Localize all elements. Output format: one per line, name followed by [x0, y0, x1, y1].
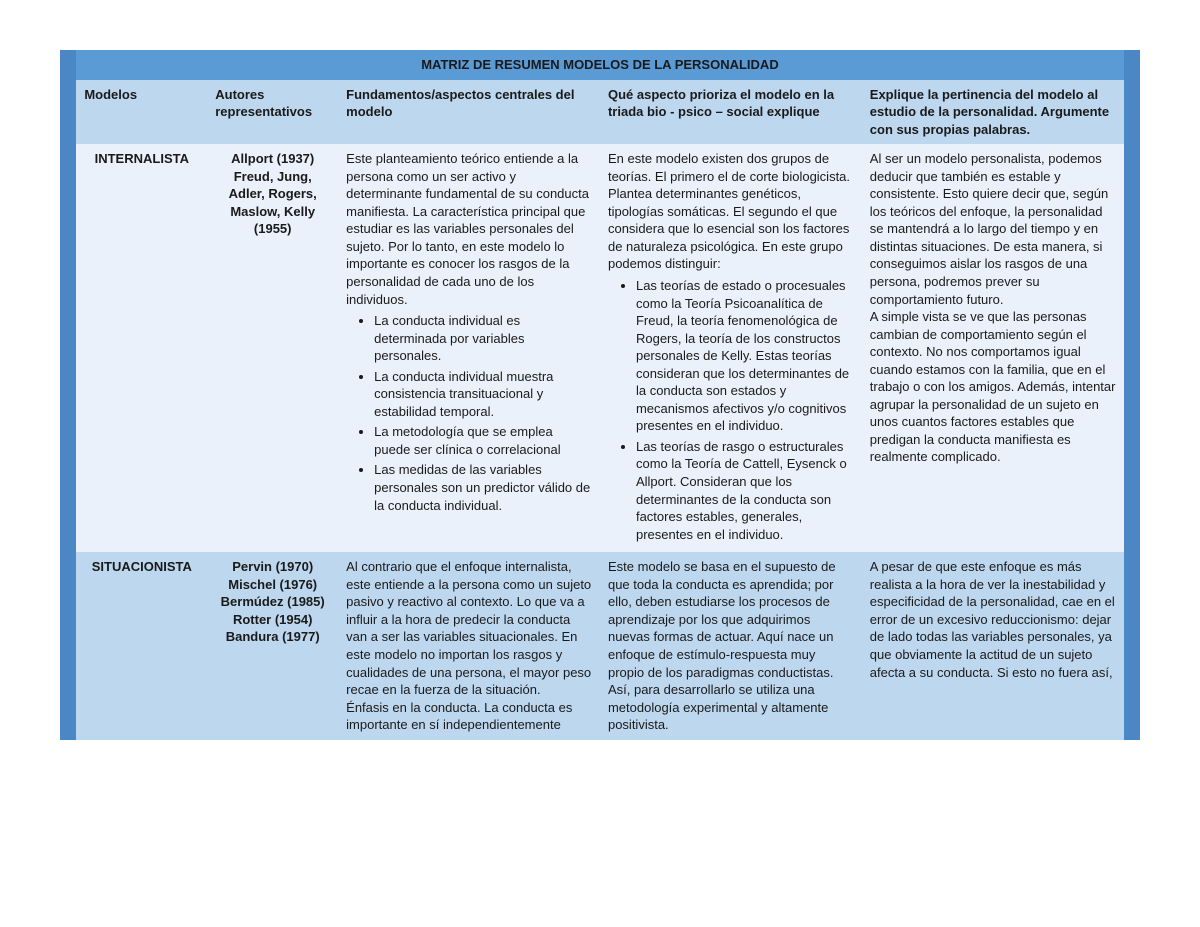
cell-authors: Pervin (1970) Mischel (1976) Bermúdez (1… — [207, 552, 338, 739]
triad-intro: Este modelo se basa en el supuesto de qu… — [608, 558, 854, 733]
cell-fundamentals: Este planteamiento teórico entiende a la… — [338, 144, 600, 552]
cell-model: SITUACIONISTA — [76, 552, 207, 739]
triad-bullets: Las teorías de estado o procesuales como… — [608, 277, 854, 543]
cell-pertinence: A pesar de que este enfoque es más reali… — [862, 552, 1124, 739]
list-item: Las teorías de estado o procesuales como… — [636, 277, 854, 435]
side-strip — [60, 552, 76, 739]
cell-triad: En este modelo existen dos grupos de teo… — [600, 144, 862, 552]
side-strip — [60, 50, 76, 80]
cell-pertinence: Al ser un modelo personalista, podemos d… — [862, 144, 1124, 552]
col-header-model: Modelos — [76, 80, 207, 145]
cell-triad: Este modelo se basa en el supuesto de qu… — [600, 552, 862, 739]
pertinence-p2: A pesar de que este enfoque es más reali… — [870, 558, 1116, 681]
col-header-authors: Autores representativos — [207, 80, 338, 145]
pertinence-p2: A simple vista se ve que las personas ca… — [870, 308, 1116, 466]
pertinence-p1: Al ser un modelo personalista, podemos d… — [870, 150, 1116, 308]
side-strip — [1124, 80, 1140, 145]
cell-authors: Allport (1937) Freud, Jung, Adler, Roger… — [207, 144, 338, 552]
col-header-triad: Qué aspecto prioriza el modelo en la tri… — [600, 80, 862, 145]
triad-intro: En este modelo existen dos grupos de teo… — [608, 150, 854, 273]
title-row: MATRIZ DE RESUMEN MODELOS DE LA PERSONAL… — [60, 50, 1140, 80]
side-strip — [1124, 144, 1140, 552]
table-row: SITUACIONISTAPervin (1970) Mischel (1976… — [60, 552, 1140, 739]
list-item: Las teorías de rasgo o estructurales com… — [636, 438, 854, 543]
col-header-fundamentals: Fundamentos/aspectos centrales del model… — [338, 80, 600, 145]
list-item: La conducta individual es determinada po… — [374, 312, 592, 365]
personality-matrix-table: MATRIZ DE RESUMEN MODELOS DE LA PERSONAL… — [60, 50, 1140, 740]
fundamentals-intro: Este planteamiento teórico entiende a la… — [346, 150, 592, 308]
side-strip — [1124, 50, 1140, 80]
list-item: La metodología que se emplea puede ser c… — [374, 423, 592, 458]
side-strip — [60, 144, 76, 552]
col-header-pertinence: Explique la pertinencia del modelo al es… — [862, 80, 1124, 145]
side-strip — [1124, 552, 1140, 739]
fundamentals-intro: Al contrario que el enfoque internalista… — [346, 558, 592, 733]
side-strip — [60, 80, 76, 145]
header-row: Modelos Autores representativos Fundamen… — [60, 80, 1140, 145]
cell-fundamentals: Al contrario que el enfoque internalista… — [338, 552, 600, 739]
list-item: La conducta individual muestra consisten… — [374, 368, 592, 421]
table-row: INTERNALISTAAllport (1937) Freud, Jung, … — [60, 144, 1140, 552]
list-item: Las medidas de las variables personales … — [374, 461, 592, 514]
cell-model: INTERNALISTA — [76, 144, 207, 552]
fundamentals-bullets: La conducta individual es determinada po… — [346, 312, 592, 514]
table-title: MATRIZ DE RESUMEN MODELOS DE LA PERSONAL… — [76, 50, 1123, 80]
